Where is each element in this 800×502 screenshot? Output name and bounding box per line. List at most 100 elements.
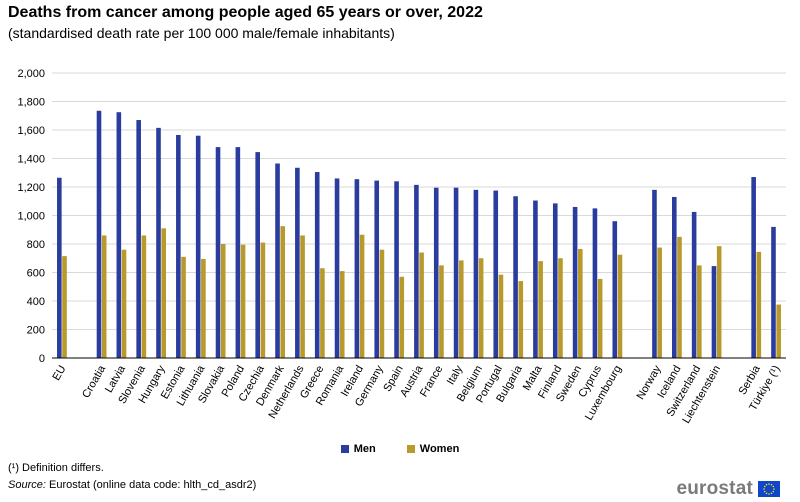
- bar-men-czechia[interactable]: [255, 152, 260, 358]
- legend-item-women[interactable]: Women: [406, 443, 460, 455]
- footnote: (¹) Definition differs.: [8, 462, 104, 474]
- bar-men-denmark[interactable]: [275, 163, 280, 358]
- bar-men-luxembourg[interactable]: [612, 221, 618, 358]
- legend-swatch-men: [340, 445, 349, 453]
- y-tick-label: 2,000: [17, 68, 45, 80]
- y-tick-label: 400: [27, 296, 45, 308]
- bar-men-sweden[interactable]: [572, 206, 578, 358]
- bar-men-serbia[interactable]: [751, 177, 756, 358]
- bar-women-austria[interactable]: [419, 252, 424, 358]
- bar-women-czechia[interactable]: [260, 242, 266, 358]
- bar-women-ireland[interactable]: [359, 234, 365, 358]
- legend-label-women: Women: [419, 443, 460, 455]
- bar-chart: 0 200 400 600 800 1,000 1,200 1,400 1,600 1,800 2,…: [17, 68, 786, 426]
- bar-men-finland[interactable]: [552, 203, 558, 358]
- y-axis-ticks: 0 200 400 600 800 1,000 1,200 1,400 1,600 1,800 2,…: [17, 68, 45, 365]
- y-tick-label: 1,600: [17, 125, 45, 137]
- bar-men-spain[interactable]: [394, 181, 399, 358]
- source-label: Source:: [8, 479, 46, 491]
- bar-women-liechtenstein[interactable]: [716, 246, 722, 358]
- chart-title: Deaths from cancer among people aged 65 …: [8, 4, 483, 21]
- bar-men-poland[interactable]: [235, 147, 241, 358]
- y-tick-label: 600: [27, 268, 45, 280]
- eu-flag-icon: [758, 481, 780, 497]
- bar-men-italy[interactable]: [453, 187, 459, 358]
- x-tick-label: EU: [50, 363, 68, 382]
- bar-men-france[interactable]: [433, 187, 439, 358]
- bar-men-t-rkiye-[interactable]: [771, 226, 776, 358]
- source-note: Source: Eurostat (online data code: hlth…: [8, 479, 256, 491]
- bar-women-slovenia[interactable]: [141, 235, 147, 358]
- bar-women-latvia[interactable]: [121, 249, 127, 358]
- source-text: Eurostat (online data code: hlth_cd_asdr…: [48, 479, 257, 491]
- bar-men-portugal[interactable]: [493, 190, 499, 358]
- bar-men-slovenia[interactable]: [136, 120, 141, 359]
- bar-women-malta[interactable]: [538, 261, 543, 358]
- bar-men-switzerland[interactable]: [691, 211, 697, 358]
- bar-women-sweden[interactable]: [578, 248, 583, 358]
- bar-men-estonia[interactable]: [176, 134, 181, 358]
- bar-women-estonia[interactable]: [181, 256, 186, 358]
- bar-women-portugal[interactable]: [498, 274, 504, 358]
- bar-women-luxembourg[interactable]: [617, 254, 623, 358]
- y-tick-label: 800: [27, 239, 45, 251]
- bar-women-denmark[interactable]: [280, 226, 286, 358]
- x-axis-labels: EU CroatiaLatviaSloveniaHungaryEstoniaLit…: [50, 363, 782, 426]
- bar-women-poland[interactable]: [240, 244, 246, 358]
- bar-men-netherlands[interactable]: [295, 167, 300, 358]
- bar-women-lithuania[interactable]: [201, 258, 206, 358]
- bars: [57, 110, 781, 359]
- y-tick-label: 1,200: [17, 182, 45, 194]
- bar-women-cyprus[interactable]: [597, 278, 603, 358]
- bar-women-greece[interactable]: [320, 268, 325, 358]
- bar-women-switzerland[interactable]: [697, 265, 702, 358]
- legend: Men Women: [0, 443, 800, 456]
- bar-men-croatia[interactable]: [96, 110, 102, 358]
- bar-men-norway[interactable]: [652, 189, 657, 358]
- bar-women-italy[interactable]: [458, 260, 464, 358]
- bar-women-croatia[interactable]: [101, 235, 107, 358]
- bar-men-ireland[interactable]: [354, 179, 360, 358]
- bar-men-belgium[interactable]: [473, 189, 479, 358]
- bar-women-bulgaria[interactable]: [518, 281, 524, 358]
- y-tick-label: 1,800: [17, 97, 45, 109]
- bar-men-liechtenstein[interactable]: [711, 266, 717, 358]
- bar-women-france[interactable]: [439, 265, 444, 358]
- bar-women-spain[interactable]: [399, 276, 405, 358]
- bar-men-germany[interactable]: [374, 180, 380, 358]
- bar-women-slovakia[interactable]: [220, 244, 226, 358]
- y-tick-label: 0: [39, 353, 45, 365]
- bar-women-t-rkiye-[interactable]: [776, 304, 781, 358]
- bar-women-romania[interactable]: [339, 271, 345, 358]
- bar-women-belgium[interactable]: [478, 258, 484, 358]
- bar-women-finland[interactable]: [558, 258, 563, 358]
- bar-men-hungary[interactable]: [156, 127, 161, 358]
- bar-women-serbia[interactable]: [756, 251, 762, 358]
- chart-subtitle: (standardised death rate per 100 000 mal…: [8, 25, 395, 41]
- legend-item-men[interactable]: Men: [340, 443, 376, 455]
- bar-men-cyprus[interactable]: [592, 208, 598, 358]
- bar-men-eu[interactable]: [57, 177, 62, 358]
- bar-women-netherlands[interactable]: [300, 235, 305, 358]
- x-tick-label: Croatia: [80, 363, 109, 400]
- bar-women-eu[interactable]: [62, 256, 67, 358]
- bar-men-bulgaria[interactable]: [513, 196, 518, 358]
- bar-men-austria[interactable]: [414, 184, 419, 358]
- legend-label-men: Men: [353, 443, 376, 455]
- bar-men-iceland[interactable]: [671, 196, 677, 358]
- brand-name: eurostat: [676, 478, 753, 499]
- bar-men-romania[interactable]: [334, 178, 340, 358]
- bar-women-hungary[interactable]: [161, 228, 167, 358]
- bar-men-malta[interactable]: [533, 200, 538, 358]
- bar-men-slovakia[interactable]: [215, 147, 221, 358]
- gridlines: [52, 72, 786, 330]
- bar-women-norway[interactable]: [657, 247, 662, 358]
- y-tick-label: 1,000: [17, 211, 45, 223]
- y-tick-label: 1,400: [17, 154, 45, 166]
- eurostat-logo: eurostat: [676, 478, 780, 500]
- bar-women-germany[interactable]: [379, 249, 385, 358]
- bar-men-greece[interactable]: [314, 172, 320, 358]
- bar-men-latvia[interactable]: [116, 112, 122, 358]
- bar-women-iceland[interactable]: [677, 236, 682, 358]
- bar-men-lithuania[interactable]: [195, 135, 201, 358]
